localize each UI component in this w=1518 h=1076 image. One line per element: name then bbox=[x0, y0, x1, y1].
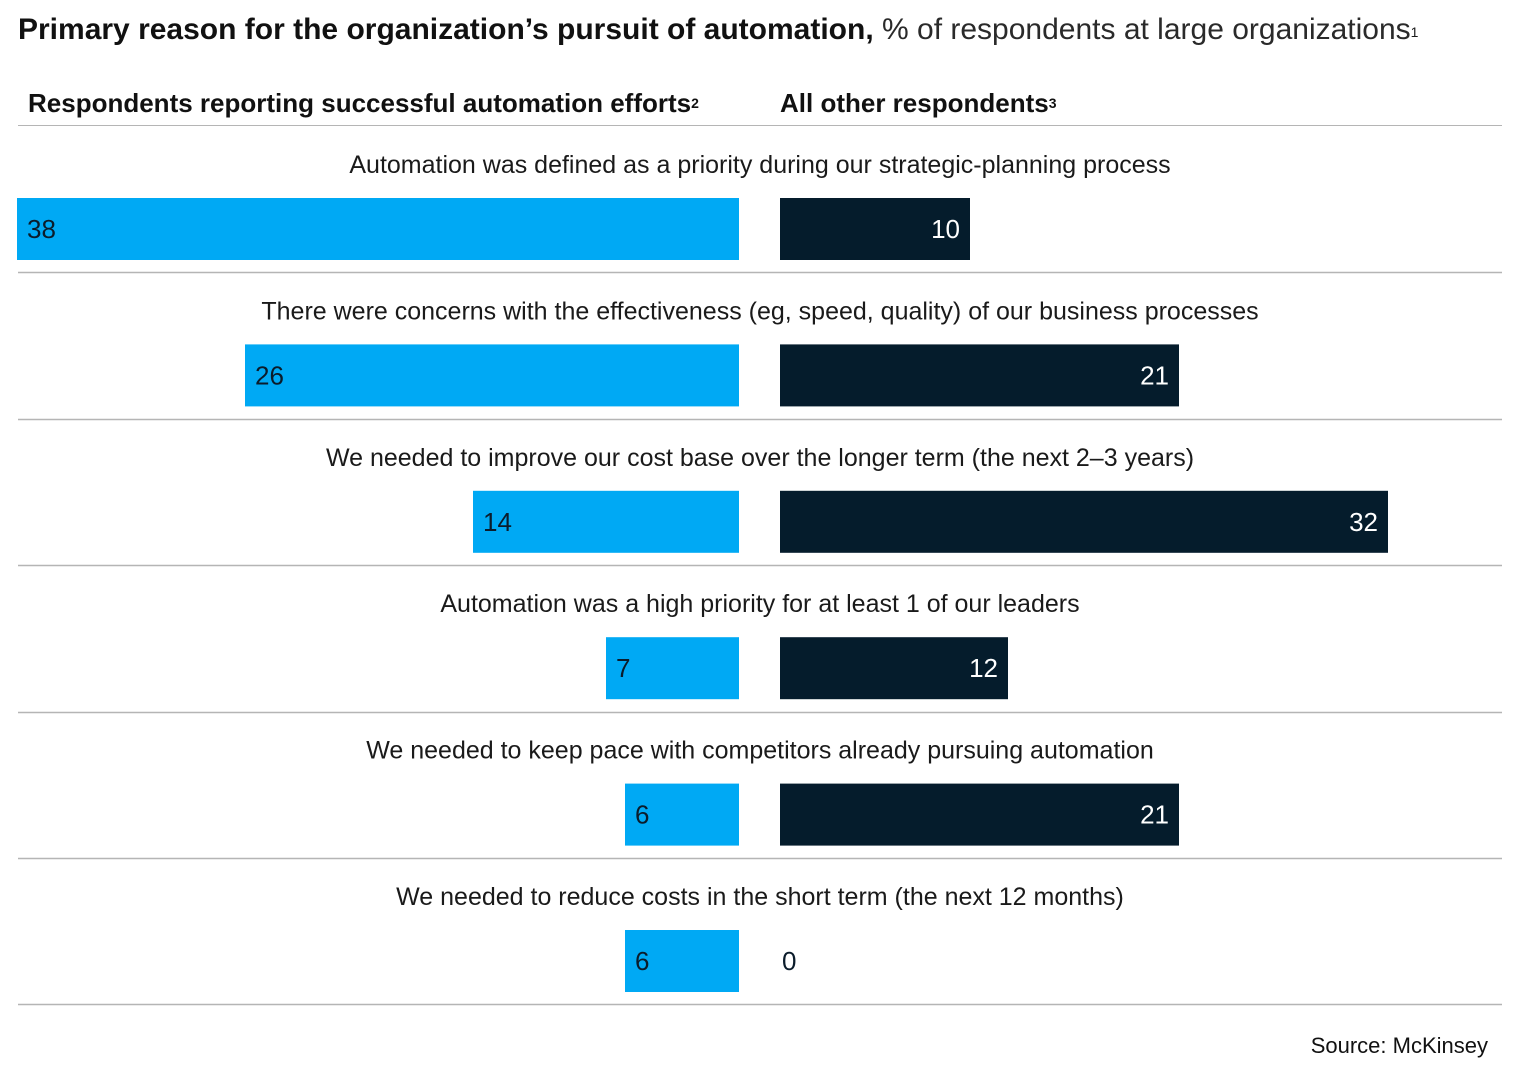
header-divider bbox=[18, 125, 1502, 126]
category-label-competitors: We needed to keep pace with competitors … bbox=[366, 737, 1154, 765]
value-others-competitors: 21 bbox=[1140, 800, 1169, 830]
bar-successful-process-effectiveness bbox=[245, 344, 739, 407]
legend-others-label: All other respondents bbox=[780, 88, 1049, 118]
value-successful-competitors: 6 bbox=[635, 800, 649, 830]
chart-title-subtitle: % of respondents at large organizations bbox=[873, 13, 1411, 46]
value-successful-strategic-planning: 38 bbox=[27, 214, 56, 244]
bar-others-process-effectiveness bbox=[780, 344, 1179, 407]
bar-others-leader-priority bbox=[780, 637, 1008, 700]
bar-successful-strategic-planning bbox=[17, 198, 739, 260]
bar-others-long-term-cost bbox=[780, 490, 1388, 553]
legend-successful-label: Respondents reporting successful automat… bbox=[28, 88, 692, 118]
bar-successful-long-term-cost bbox=[473, 490, 739, 553]
category-label-long-term-cost: We needed to improve our cost base over … bbox=[326, 444, 1194, 472]
value-others-long-term-cost: 32 bbox=[1349, 507, 1378, 537]
bar-others-strategic-planning bbox=[780, 198, 970, 260]
category-label-short-term-cost: We needed to reduce costs in the short t… bbox=[396, 883, 1124, 911]
value-successful-process-effectiveness: 26 bbox=[255, 360, 284, 390]
category-label-process-effectiveness: There were concerns with the effectivene… bbox=[261, 297, 1258, 325]
value-others-process-effectiveness: 21 bbox=[1140, 360, 1169, 390]
bar-successful-leader-priority bbox=[606, 637, 739, 700]
value-others-strategic-planning: 10 bbox=[931, 214, 960, 244]
legend-others: All other respondents3 bbox=[780, 84, 1057, 122]
category-label-strategic-planning: Automation was defined as a priority dur… bbox=[349, 151, 1170, 179]
value-others-leader-priority: 12 bbox=[969, 653, 998, 683]
value-successful-leader-priority: 7 bbox=[616, 653, 630, 683]
title-footnote: 1 bbox=[1410, 24, 1419, 40]
bar-others-competitors bbox=[780, 783, 1179, 846]
value-others-short-term-cost: 0 bbox=[782, 946, 796, 976]
value-successful-long-term-cost: 14 bbox=[483, 507, 512, 537]
chart-title-bold: Primary reason for the organization’s pu… bbox=[18, 13, 874, 46]
bar-successful-short-term-cost bbox=[625, 930, 739, 992]
legend-successful: Respondents reporting successful automat… bbox=[28, 84, 699, 122]
bar-successful-competitors bbox=[625, 783, 739, 846]
value-successful-short-term-cost: 6 bbox=[635, 946, 649, 976]
chart-title: Primary reason for the organization’s pu… bbox=[18, 8, 1508, 52]
legend-successful-footnote: 2 bbox=[691, 95, 699, 111]
source-note: Source: McKinsey bbox=[1310, 1033, 1488, 1058]
category-label-leader-priority: Automation was a high priority for at le… bbox=[440, 590, 1079, 618]
legend-others-footnote: 3 bbox=[1048, 95, 1057, 111]
